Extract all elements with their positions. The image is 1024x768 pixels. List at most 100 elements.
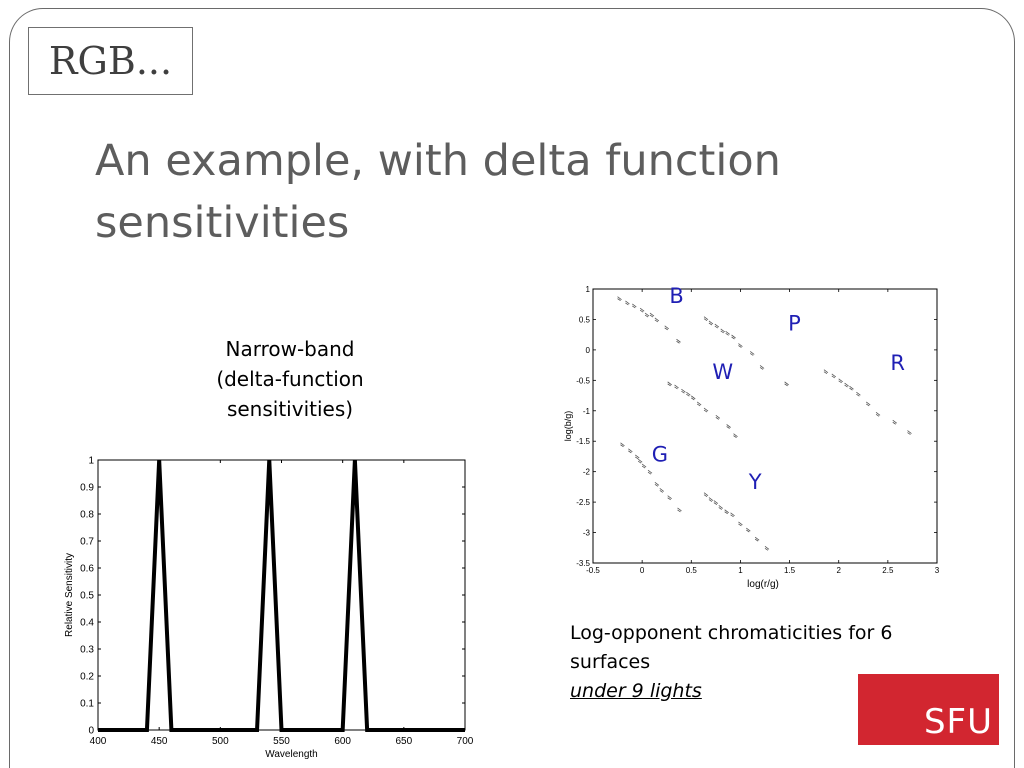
narrow-band-caption: Narrow-band (delta-function sensitivitie…: [170, 334, 410, 424]
chromaticity-point-b: [664, 325, 669, 331]
chromaticity-x-tick-label: 0.5: [686, 566, 698, 575]
slide-frame: [9, 8, 1015, 768]
sensitivity-y-tick-label: 0.7: [80, 537, 94, 548]
chromaticity-x-tick-label: 1: [738, 566, 743, 575]
chromaticity-point-b: [639, 307, 645, 313]
chromaticity-point-p: [720, 328, 725, 334]
chromaticity-point-p: [714, 323, 720, 329]
chromaticity-point-r: [849, 385, 854, 391]
chromaticity-point-y: [764, 545, 770, 551]
chromaticity-point-g: [620, 442, 625, 448]
chromaticity-point-w: [715, 415, 721, 420]
sensitivity-y-axis-label: Relative Sensitivity: [64, 553, 75, 637]
sensitivity-y-tick-label: 0.6: [80, 564, 94, 575]
cluster-label-y: Y: [748, 470, 762, 494]
chromaticity-x-tick-label: 3: [935, 566, 940, 575]
chromaticity-x-tick-label: 2: [836, 566, 841, 575]
chromaticity-point-y: [738, 521, 743, 527]
chromaticity-point-r: [856, 391, 861, 397]
chromaticity-point-p: [749, 351, 755, 356]
sensitivity-y-tick-label: 0.8: [80, 510, 94, 521]
chromaticity-point-y: [713, 500, 719, 505]
chromaticity-point-r: [838, 378, 843, 384]
chromaticity-x-tick-label: 1.5: [784, 566, 796, 575]
sensitivity-y-tick-label: 0: [88, 726, 94, 737]
chromaticity-point-w: [733, 433, 738, 438]
sensitivity-x-tick-label: 500: [212, 736, 229, 747]
chromaticity-point-p: [708, 320, 714, 326]
chromaticity-y-tick-label: -1.5: [576, 437, 590, 446]
sensitivity-y-tick-label: 0.5: [80, 591, 94, 602]
chromaticity-point-r: [907, 430, 912, 435]
chromaticity-point-y: [703, 492, 709, 498]
chromaticity-point-y: [718, 505, 724, 510]
slide-title: An example, with delta function sensitiv…: [95, 130, 955, 254]
chromaticity-point-g: [641, 463, 647, 469]
chromaticity-point-g: [647, 469, 653, 475]
chromaticity-point-b: [676, 338, 681, 344]
sensitivity-series-line: [98, 459, 465, 732]
chromaticity-y-axis-label: log(b/g): [563, 411, 573, 442]
chromaticity-point-p: [759, 365, 765, 370]
chromaticity-caption: Log-opponent chromaticities for 6 surfac…: [570, 619, 1000, 706]
sensitivity-x-tick-label: 600: [334, 736, 351, 747]
section-label: RGB...: [28, 27, 193, 95]
sfu-logo-text: SFU: [923, 702, 993, 742]
chromaticity-y-tick-label: 1: [586, 285, 591, 294]
chromaticity-point-g: [677, 507, 682, 513]
chromaticity-y-tick-label: -1: [583, 407, 591, 416]
chromaticity-caption-line-1: Log-opponent chromaticities for 6: [570, 622, 893, 644]
sensitivity-y-tick-label: 0.9: [80, 483, 94, 494]
chromaticity-point-y: [746, 527, 751, 533]
chromaticity-point-w: [691, 395, 696, 401]
narrow-band-caption-line-3: sensitivities): [226, 397, 354, 421]
sensitivity-y-tick-label: 0.3: [80, 645, 94, 656]
sensitivity-y-tick-label: 1: [88, 456, 94, 467]
chromaticity-point-b: [625, 300, 630, 306]
chromaticity-y-tick-label: 0.5: [579, 315, 591, 324]
chromaticity-point-b: [644, 312, 650, 318]
cluster-label-r: R: [890, 351, 905, 375]
narrow-band-caption-line-1: Narrow-band: [225, 337, 355, 361]
chromaticity-y-tick-label: -2.5: [576, 498, 590, 507]
chromaticity-point-p: [725, 331, 730, 336]
chromaticity-point-g: [634, 454, 640, 460]
sensitivity-y-tick-label: 0.4: [80, 618, 94, 629]
chromaticity-caption-line-2: surfaces under 9 lights: [570, 648, 1000, 706]
sfu-logo: SFU: [858, 674, 999, 745]
chromaticity-point-g: [667, 495, 672, 501]
chromaticity-point-w: [726, 424, 731, 429]
sensitivity-x-tick-label: 700: [457, 736, 474, 747]
chromaticity-plot-frame: [592, 288, 938, 564]
chromaticity-point-p: [703, 316, 709, 322]
cluster-label-p: P: [788, 311, 801, 335]
chromaticity-point-y: [724, 509, 729, 515]
sensitivity-x-tick-label: 450: [151, 736, 168, 747]
chromaticity-point-w: [674, 384, 679, 390]
chromaticity-point-r: [875, 412, 881, 417]
chromaticity-point-r: [844, 382, 849, 388]
cluster-label-g: G: [652, 442, 668, 466]
chromaticity-point-w: [703, 407, 709, 413]
chromaticity-x-tick-label: 2.5: [882, 566, 894, 575]
chromaticity-point-b: [649, 312, 655, 318]
chromaticity-point-y: [708, 497, 714, 502]
chromaticity-x-tick-label: -0.5: [586, 566, 600, 575]
cluster-label-b: B: [669, 284, 683, 308]
chromaticity-point-p: [784, 381, 789, 387]
chromaticity-point-g: [637, 458, 643, 464]
chromaticity-point-b: [617, 296, 622, 301]
chromaticity-point-g: [628, 448, 633, 454]
sensitivity-x-tick-label: 400: [90, 736, 107, 747]
chromaticity-caption-underlined: under 9 lights: [570, 680, 702, 702]
chromaticity-y-tick-label: 0: [586, 346, 591, 355]
sensitivity-x-axis-label: Wavelength: [265, 749, 317, 760]
chromaticity-caption-plain: surfaces: [570, 651, 651, 673]
chromaticity-point-w: [681, 388, 686, 394]
sensitivity-y-tick-label: 0.2: [80, 672, 94, 683]
chromaticity-point-y: [730, 512, 735, 518]
chromaticity-y-tick-label: -2: [583, 468, 591, 477]
chromaticity-y-tick-label: -3.5: [576, 559, 590, 568]
